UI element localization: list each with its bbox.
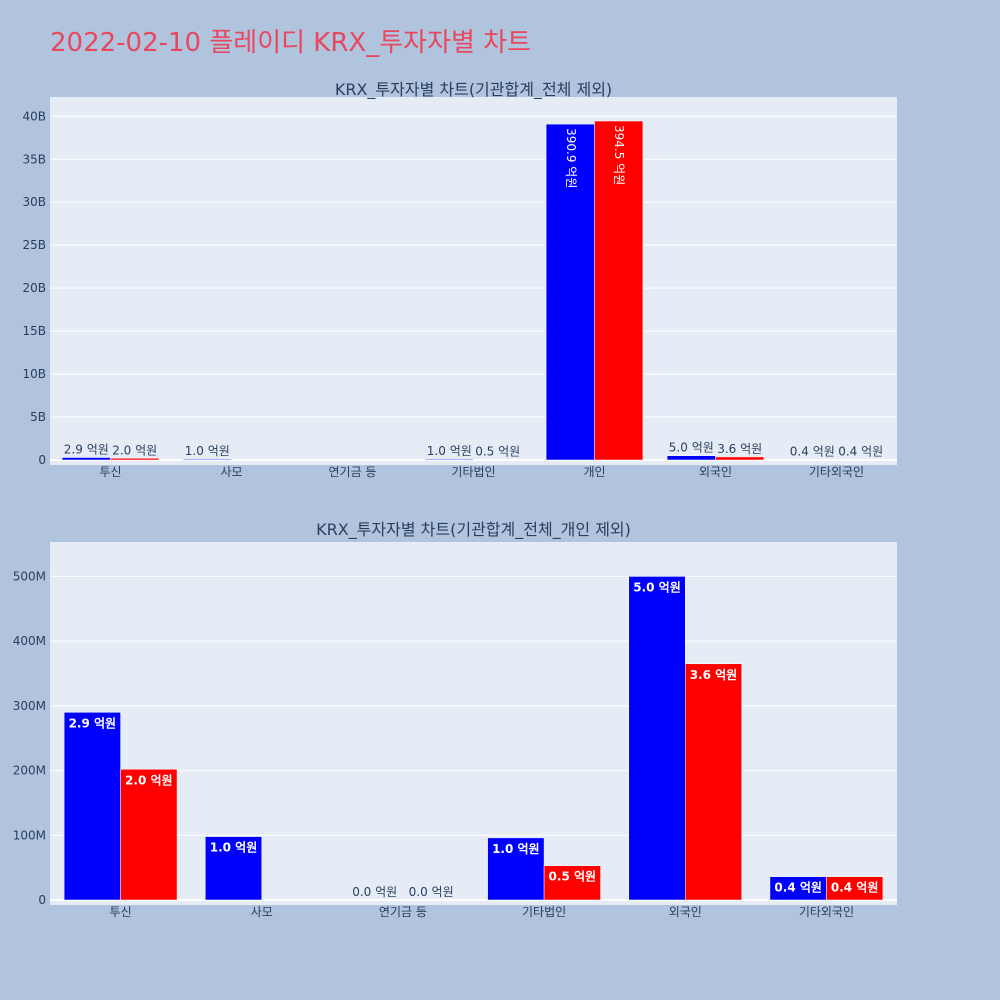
data-label: 1.0 억원 [492,842,540,856]
bar [543,865,601,901]
y-tick-label: 0 [38,453,46,467]
data-label: 3.6 억원 [717,442,762,456]
data-label: 1.0 억원 [185,444,230,458]
data-label: 0.4 억원 [831,881,879,895]
y-tick-label: 500M [13,569,46,583]
bar [685,663,742,901]
data-label: 390.9 억원 [564,128,578,188]
bar [63,712,121,901]
bar [487,837,545,901]
y-tick-label: 40B [22,109,46,123]
data-label: 0.0 억원 [409,885,454,899]
x-tick-label: 개인 [583,465,605,479]
x-tick-label: 사모 [220,465,242,479]
bar [120,769,178,901]
y-tick-label: 10B [22,367,46,381]
plot-area [50,97,897,465]
y-tick-label: 35B [22,152,46,166]
chart-title: KRX_투자자별 차트(기관합계_전체 제외) [335,80,612,100]
data-label: 0.4 억원 [790,445,835,459]
bar [628,576,686,901]
x-tick-label: 외국인 [699,465,732,479]
page-title: 2022-02-10 플레이디 KRX_투자자별 차트 [50,28,532,58]
y-tick-label: 400M [13,634,46,648]
data-label: 394.5 억원 [612,125,626,185]
x-tick-label: 기타외국인 [799,905,854,919]
x-tick-label: 투신 [110,905,132,919]
data-label: 0.4 억원 [838,445,883,459]
data-label: 0.5 억원 [475,445,520,459]
x-tick-label: 기타외국인 [809,465,864,479]
data-label: 1.0 억원 [427,444,472,458]
y-tick-label: 15B [22,324,46,338]
data-label: 2.0 억원 [125,773,173,787]
x-tick-label: 기타법인 [522,905,566,919]
bar [110,458,160,461]
chart-title: KRX_투자자별 차트(기관합계_전체_개인 제외) [316,520,631,540]
x-tick-label: 외국인 [669,905,702,919]
x-tick-label: 연기금 등 [379,905,427,919]
x-tick-label: 사모 [251,905,273,919]
data-label: 0.0 억원 [352,885,397,899]
data-label: 2.0 억원 [112,443,157,457]
plot-area [50,542,897,905]
x-tick-label: 기타법인 [451,465,495,479]
bar [545,123,595,461]
chart-2: KRX_투자자별 차트(기관합계_전체_개인 제외) 0 100M 200M 300M 4… [13,520,897,919]
y-tick-label: 30B [22,195,46,209]
y-tick-label: 25B [22,238,46,252]
data-label: 3.6 억원 [690,668,738,682]
bar [594,120,644,461]
y-tick-label: 20B [22,281,46,295]
y-tick-label: 0 [38,893,46,907]
bar [715,456,765,461]
y-tick-label: 200M [13,764,46,778]
data-label: 2.9 억원 [64,443,109,457]
y-tick-label: 300M [13,699,46,713]
data-label: 5.0 억원 [633,580,681,594]
data-label: 2.9 억원 [69,716,117,730]
y-tick-label: 5B [30,410,46,424]
bar [826,876,884,901]
chart-1: KRX_투자자별 차트(기관합계_전체 제외) 0 5B 10B 15B 20B 25B 30… [22,80,897,479]
data-label: 0.5 억원 [549,870,597,884]
y-tick-label: 100M [13,828,46,842]
x-tick-label: 연기금 등 [329,465,377,479]
data-label: 1.0 억원 [210,841,258,855]
bar [182,458,232,461]
bar [205,836,263,901]
data-label: 0.4 억원 [774,881,822,895]
data-label: 5.0 억원 [669,441,714,455]
x-tick-label: 투신 [99,465,121,479]
